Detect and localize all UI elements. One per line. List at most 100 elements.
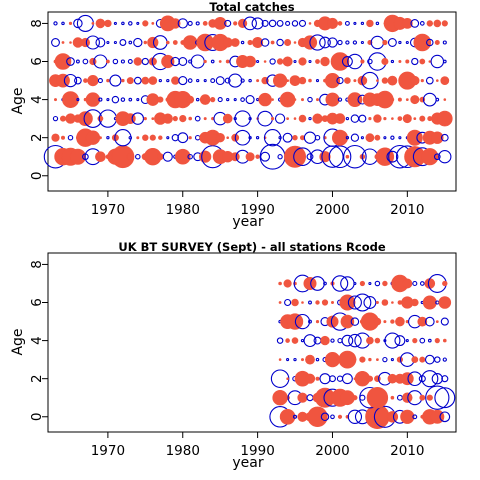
bubble-negative — [195, 97, 200, 102]
bubble-positive — [188, 136, 192, 140]
bubble-negative — [360, 136, 364, 140]
bubble-negative — [337, 97, 343, 102]
bubble-negative — [234, 110, 251, 127]
bubble-positive — [69, 41, 72, 44]
bubble-negative — [224, 19, 232, 27]
bubble-positive — [353, 79, 357, 83]
bubble-negative — [438, 150, 452, 164]
bubble-negative — [133, 76, 142, 85]
bubble-positive — [413, 117, 417, 121]
bubble-negative — [121, 21, 125, 26]
bubble-positive — [68, 21, 73, 26]
bubble-negative — [419, 337, 426, 344]
bubble-positive — [374, 134, 381, 141]
bubble-negative — [243, 16, 257, 31]
bubble-negative — [136, 98, 140, 102]
bubble-positive — [413, 33, 432, 52]
bubble-positive — [291, 298, 299, 307]
bubble-positive — [330, 300, 334, 304]
bubble-positive — [410, 75, 420, 86]
bubble-negative — [382, 356, 388, 363]
bubble-positive — [202, 20, 208, 26]
bubble-positive — [143, 40, 148, 45]
bubble-negative — [119, 39, 127, 46]
bubble-negative — [347, 409, 363, 424]
bubble-negative — [319, 36, 331, 49]
bubble-positive — [419, 58, 426, 65]
bubble-positive — [273, 73, 288, 88]
bubble-positive — [252, 36, 264, 48]
bubbles — [43, 14, 453, 170]
bubble-positive — [303, 276, 317, 290]
bubble-negative — [310, 276, 325, 291]
bubble-negative — [330, 414, 335, 420]
bubble-negative — [256, 59, 260, 64]
bubble-negative — [308, 300, 312, 305]
bubble-negative — [106, 98, 110, 102]
bubble-positive — [225, 59, 230, 64]
bubble-positive — [331, 129, 348, 146]
bubble-positive — [279, 408, 296, 425]
bubble-negative — [195, 21, 200, 26]
bubble-negative — [98, 97, 103, 102]
bubble-positive — [365, 404, 390, 429]
bubble-positive — [419, 115, 426, 122]
bubble-positive — [54, 53, 72, 70]
bubble-negative — [178, 76, 188, 86]
bubble-positive — [270, 40, 275, 45]
bubble-positive — [179, 114, 187, 123]
x-tick-label: 2000 — [315, 443, 349, 459]
y-tick-label: 2 — [29, 133, 45, 142]
bubble-negative — [412, 414, 418, 420]
x-tick-label: 1980 — [166, 202, 200, 218]
bubble-positive — [435, 320, 439, 324]
bubble-positive — [347, 92, 363, 107]
bubble-positive — [395, 316, 405, 327]
bubble-positive — [51, 133, 60, 142]
bubble-negative — [390, 358, 394, 362]
bubble-negative — [343, 144, 367, 169]
bubble-negative — [308, 116, 312, 121]
bubble-positive — [419, 394, 426, 401]
bubble-positive — [337, 414, 343, 419]
bubble-positive — [308, 78, 312, 83]
bubble-negative — [82, 58, 89, 65]
bubble-positive — [291, 337, 299, 344]
bubble-negative — [360, 40, 364, 45]
bubble-positive — [300, 358, 304, 362]
bubble-negative — [345, 136, 350, 140]
bubble-positive — [157, 96, 164, 103]
bubble-negative — [390, 59, 395, 64]
bubble-positive — [78, 111, 93, 126]
bubble-positive — [412, 338, 418, 344]
bubble-positive — [426, 394, 433, 401]
bubble-positive — [230, 152, 240, 162]
chart-title: Total catches — [209, 0, 294, 14]
bubble-positive — [156, 153, 164, 161]
bubble-negative — [278, 136, 282, 140]
bubble-positive — [431, 131, 444, 144]
bubble-positive — [151, 117, 155, 121]
bubble-positive — [298, 76, 307, 85]
bubble-positive — [315, 320, 320, 324]
bubble-negative — [217, 97, 223, 103]
bubble-positive — [337, 21, 343, 26]
bubble-positive — [400, 409, 415, 424]
bubble-negative — [398, 40, 402, 45]
bubble-positive — [411, 356, 419, 363]
y-tick-label: 4 — [29, 95, 45, 104]
bubble-negative — [128, 97, 133, 102]
bubble-positive — [233, 21, 238, 26]
bubble-positive — [421, 148, 439, 166]
bubble-positive — [424, 278, 436, 289]
bubble-positive — [339, 294, 356, 311]
bubble-positive — [368, 357, 372, 362]
bubble-positive — [390, 395, 395, 400]
bubble-negative — [439, 411, 451, 423]
x-tick-label: 1970 — [91, 202, 125, 218]
bubble-negative — [141, 57, 149, 66]
bubble-positive — [126, 77, 134, 85]
bubble-negative — [131, 112, 145, 125]
bubble-positive — [373, 114, 382, 123]
